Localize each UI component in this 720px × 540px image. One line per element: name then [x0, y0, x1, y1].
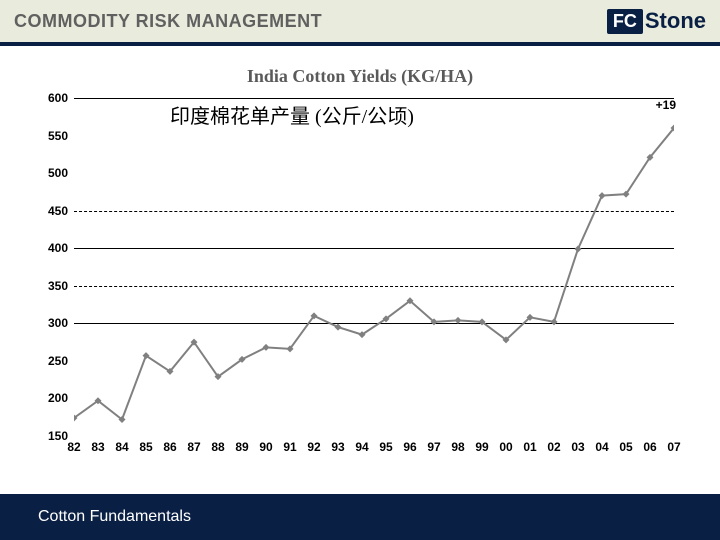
data-marker [455, 317, 462, 324]
data-marker [575, 245, 582, 252]
x-tick-label: 82 [67, 440, 80, 454]
x-tick-label: 01 [523, 440, 536, 454]
x-tick-label: 06 [643, 440, 656, 454]
y-tick-label: 400 [34, 241, 68, 255]
x-tick-label: 92 [307, 440, 320, 454]
logo-fc-badge: FC [607, 9, 643, 34]
y-tick-label: 500 [34, 166, 68, 180]
y-tick-label: 200 [34, 391, 68, 405]
x-tick-label: 07 [667, 440, 680, 454]
x-tick-label: 85 [139, 440, 152, 454]
x-tick-label: 97 [427, 440, 440, 454]
data-marker [551, 318, 558, 325]
y-tick-label: 550 [34, 129, 68, 143]
x-tick-label: 95 [379, 440, 392, 454]
x-tick-label: 03 [571, 440, 584, 454]
logo: FC Stone [607, 8, 706, 34]
x-tick-label: 96 [403, 440, 416, 454]
chart-title: India Cotton Yields (KG/HA) [30, 66, 690, 87]
x-tick-label: 99 [475, 440, 488, 454]
data-marker [263, 344, 270, 351]
x-tick-label: 83 [91, 440, 104, 454]
x-tick-label: 04 [595, 440, 608, 454]
logo-stone-text: Stone [645, 8, 706, 34]
annotation-plus19: +19 [656, 98, 676, 112]
slide-root: COMMODITY RISK MANAGEMENT FC Stone India… [0, 0, 720, 540]
x-tick-label: 05 [619, 440, 632, 454]
x-tick-label: 86 [163, 440, 176, 454]
plot-area: 1502002503003504004505005506008283848586… [74, 98, 674, 436]
x-tick-label: 84 [115, 440, 128, 454]
header-title: COMMODITY RISK MANAGEMENT [14, 11, 322, 32]
x-tick-label: 00 [499, 440, 512, 454]
data-marker [335, 324, 342, 331]
header-bar: COMMODITY RISK MANAGEMENT FC Stone [0, 0, 720, 42]
footer-text: Cotton Fundamentals [38, 508, 191, 526]
x-tick-label: 02 [547, 440, 560, 454]
x-tick-label: 91 [283, 440, 296, 454]
y-tick-label: 150 [34, 429, 68, 443]
y-tick-label: 450 [34, 204, 68, 218]
y-tick-label: 350 [34, 279, 68, 293]
x-tick-label: 90 [259, 440, 272, 454]
line-chart-svg [74, 98, 674, 436]
y-tick-label: 600 [34, 91, 68, 105]
x-tick-label: 88 [211, 440, 224, 454]
y-tick-label: 250 [34, 354, 68, 368]
header-rule [0, 42, 720, 46]
data-marker [599, 192, 606, 199]
x-tick-label: 94 [355, 440, 368, 454]
y-tick-label: 300 [34, 316, 68, 330]
x-tick-label: 98 [451, 440, 464, 454]
x-tick-label: 93 [331, 440, 344, 454]
footer-bar: Cotton Fundamentals [0, 494, 720, 540]
x-tick-label: 87 [187, 440, 200, 454]
chart-area: India Cotton Yields (KG/HA) 印度棉花单产量 (公斤/… [30, 58, 690, 478]
x-tick-label: 89 [235, 440, 248, 454]
series-line [74, 128, 674, 419]
